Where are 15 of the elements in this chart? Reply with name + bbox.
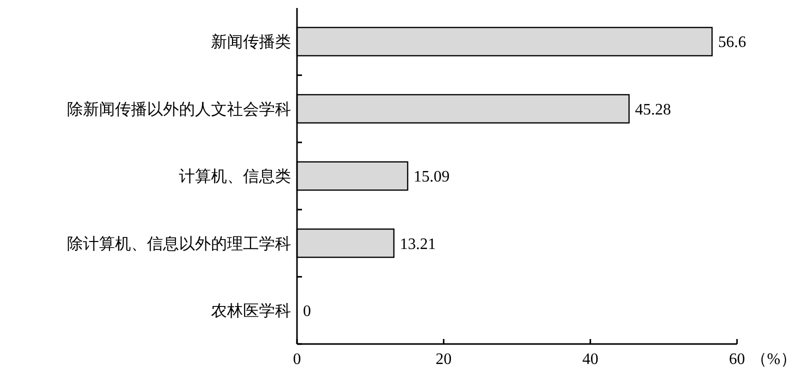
y-tick-label: 除计算机、信息以外的理工学科 <box>67 234 291 253</box>
y-tick-label: 除新闻传播以外的人文社会学科 <box>67 100 291 118</box>
y-tick-label: 农林医学科 <box>211 302 291 320</box>
data-label: 13.21 <box>400 236 436 253</box>
data-label: 0 <box>303 303 311 320</box>
x-tick-label: 60 <box>729 351 745 368</box>
data-label: 45.28 <box>635 101 672 118</box>
x-tick-label: 20 <box>436 351 452 368</box>
data-label: 15.09 <box>414 168 450 186</box>
x-tick-label: 40 <box>582 351 598 368</box>
x-tick-label: 0 <box>293 351 301 368</box>
y-tick-label: 计算机、信息类 <box>179 168 291 186</box>
data-label: 56.6 <box>718 34 746 52</box>
x-axis-title: （%） <box>751 351 796 368</box>
y-tick-label: 新闻传播类 <box>211 33 291 52</box>
